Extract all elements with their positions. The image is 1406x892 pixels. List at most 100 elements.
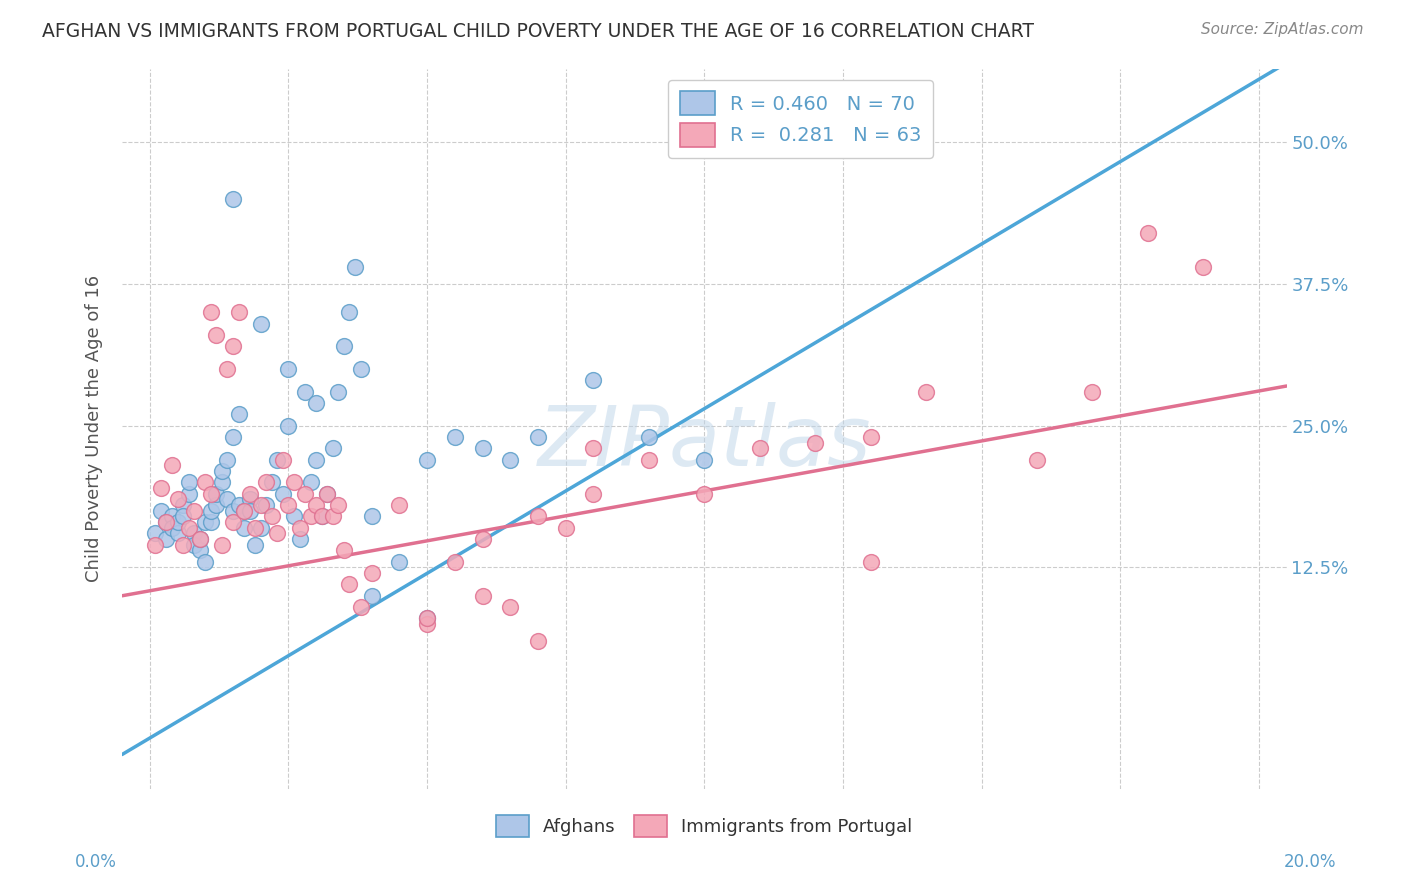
Point [294,487,316,501]
Point [443,555,465,569]
Point [1192,260,1215,274]
Point [239,487,262,501]
Point [283,475,305,490]
Text: Source: ZipAtlas.com: Source: ZipAtlas.com [1201,22,1364,37]
Point [188,532,211,546]
Point [328,384,350,399]
Point [637,430,659,444]
Point [149,504,172,518]
Point [217,362,239,376]
Point [804,435,827,450]
Point [149,481,172,495]
Point [254,475,277,490]
Point [211,464,233,478]
Point [205,487,228,501]
Point [360,589,382,603]
Point [183,504,205,518]
Point [172,538,194,552]
Point [311,509,333,524]
Point [499,600,522,615]
Point [328,498,350,512]
Point [233,504,256,518]
Point [233,521,256,535]
Legend: Afghans, Immigrants from Portugal: Afghans, Immigrants from Portugal [489,808,920,845]
Point [200,515,222,529]
Point [582,373,605,387]
Point [177,521,200,535]
Point [471,532,494,546]
Point [637,452,659,467]
Point [316,487,339,501]
Point [443,430,465,444]
Point [339,577,361,591]
Text: 0.0%: 0.0% [75,853,117,871]
Text: AFGHAN VS IMMIGRANTS FROM PORTUGAL CHILD POVERTY UNDER THE AGE OF 16 CORRELATION: AFGHAN VS IMMIGRANTS FROM PORTUGAL CHILD… [42,22,1035,41]
Point [271,452,294,467]
Point [243,521,266,535]
Point [183,526,205,541]
Text: 20.0%: 20.0% [1284,853,1337,871]
Point [360,509,382,524]
Point [222,504,245,518]
Point [155,515,177,529]
Point [200,504,222,518]
Point [1136,226,1159,240]
Point [233,504,256,518]
Point [249,498,271,512]
Point [160,509,183,524]
Point [305,452,328,467]
Point [155,532,177,546]
Point [254,498,277,512]
Point [160,521,183,535]
Point [239,492,262,507]
Point [1026,452,1049,467]
Point [222,339,245,353]
Point [294,384,316,399]
Point [228,305,250,319]
Point [527,430,550,444]
Point [260,509,283,524]
Point [339,305,361,319]
Point [271,487,294,501]
Point [316,487,339,501]
Point [859,430,882,444]
Point [177,487,200,501]
Point [155,515,177,529]
Point [243,538,266,552]
Point [499,452,522,467]
Point [288,521,311,535]
Point [172,498,194,512]
Point [554,521,576,535]
Point [349,600,371,615]
Point [200,487,222,501]
Point [388,498,411,512]
Point [416,452,439,467]
Point [211,475,233,490]
Point [194,555,217,569]
Point [582,442,605,456]
Point [288,532,311,546]
Point [166,526,188,541]
Point [322,442,344,456]
Point [527,509,550,524]
Point [582,487,605,501]
Point [217,452,239,467]
Point [228,408,250,422]
Point [211,538,233,552]
Point [143,526,166,541]
Point [239,504,262,518]
Point [217,492,239,507]
Point [160,458,183,473]
Point [416,611,439,625]
Point [222,192,245,206]
Point [260,475,283,490]
Point [299,475,322,490]
Point [277,362,299,376]
Point [177,475,200,490]
Point [194,515,217,529]
Point [693,452,716,467]
Point [388,555,411,569]
Point [349,362,371,376]
Point [249,317,271,331]
Point [693,487,716,501]
